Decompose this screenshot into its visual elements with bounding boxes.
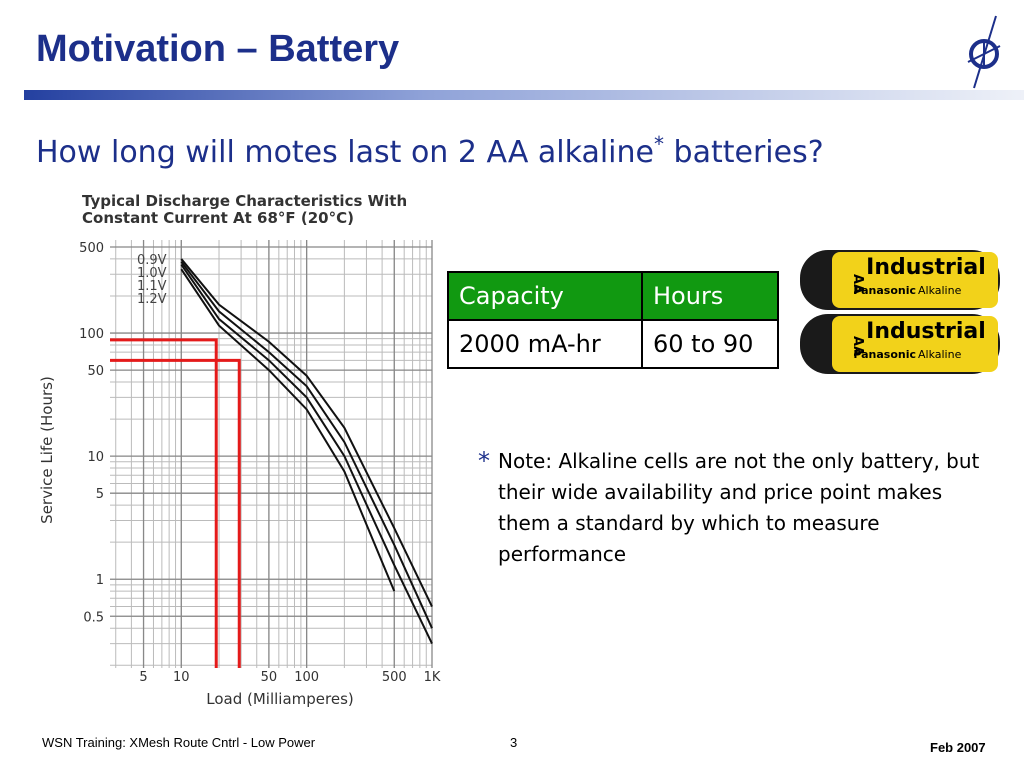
discharge-curve — [180, 261, 433, 629]
x-tick-label: 5 — [139, 670, 147, 685]
y-tick-label: 5 — [96, 487, 104, 502]
note: * Note: Alkaline cells are not the only b… — [478, 446, 988, 570]
battery-image: AA Industrial Panasonic Alkaline AA Indu… — [800, 250, 1000, 374]
logo — [967, 15, 1001, 89]
x-axis-label: Load (Milliamperes) — [206, 690, 354, 708]
y-tick-label: 0.5 — [83, 610, 104, 625]
reference-line — [110, 358, 241, 668]
y-tick-label: 1 — [96, 573, 104, 588]
battery-brand: Industrial — [866, 255, 986, 280]
table-header: Capacity — [447, 271, 643, 321]
capacity-table: Capacity Hours 2000 mA-hr 60 to 90 — [447, 271, 779, 369]
question-text: How long will motes last on 2 AA alkalin… — [36, 135, 654, 170]
footer-date: Feb 2007 — [930, 740, 986, 755]
battery-size: AA — [850, 336, 865, 356]
y-tick-label: 10 — [87, 450, 104, 465]
discharge-curve — [180, 263, 433, 645]
page-number: 3 — [510, 735, 518, 750]
x-tick-label: 100 — [294, 670, 319, 685]
x-tick-label: 500 — [382, 670, 407, 685]
slide-title: Motivation – Battery — [36, 28, 400, 70]
table-header: Hours — [641, 271, 779, 321]
battery-maker: Panasonic — [853, 284, 916, 297]
y-tick-label: 50 — [87, 364, 104, 379]
note-text: Note: Alkaline cells are not the only ba… — [498, 449, 980, 566]
battery-size: AA — [850, 274, 865, 294]
note-marker: * — [478, 447, 490, 475]
table-cell: 2000 mA-hr — [447, 319, 643, 369]
x-tick-label: 10 — [173, 670, 190, 685]
chart-title: Constant Current At 68°F (20°C) — [82, 209, 354, 227]
x-tick-label: 1K — [424, 670, 441, 685]
question-tail: batteries? — [664, 135, 824, 170]
y-tick-label: 100 — [79, 327, 104, 342]
series-label: 1.2V — [137, 292, 167, 307]
series-label: 1.0V — [137, 266, 167, 281]
battery-kind: Alkaline — [918, 284, 962, 297]
battery: AA Industrial Panasonic Alkaline — [800, 250, 1000, 310]
reference-line — [110, 338, 218, 668]
battery: AA Industrial Panasonic Alkaline — [800, 314, 1000, 374]
table-cell: 60 to 90 — [641, 319, 779, 369]
chart: Typical Discharge Characteristics WithCo… — [38, 192, 441, 708]
question: How long will motes last on 2 AA alkalin… — [36, 132, 824, 170]
footer-left: WSN Training: XMesh Route Cntrl - Low Po… — [42, 735, 316, 750]
x-tick-label: 50 — [261, 670, 278, 685]
y-tick-label: 500 — [79, 241, 104, 256]
series-label: 1.1V — [137, 279, 167, 294]
discharge-curve — [180, 268, 396, 592]
discharge-curve — [180, 258, 433, 607]
y-axis-label: Service Life (Hours) — [38, 376, 56, 524]
chart-title: Typical Discharge Characteristics With — [82, 192, 407, 210]
title-bar — [24, 90, 1024, 100]
series-label: 0.9V — [137, 253, 167, 268]
battery-brand: Industrial — [866, 319, 986, 344]
battery-kind: Alkaline — [918, 348, 962, 361]
question-marker: * — [654, 132, 664, 156]
battery-maker: Panasonic — [853, 348, 916, 361]
